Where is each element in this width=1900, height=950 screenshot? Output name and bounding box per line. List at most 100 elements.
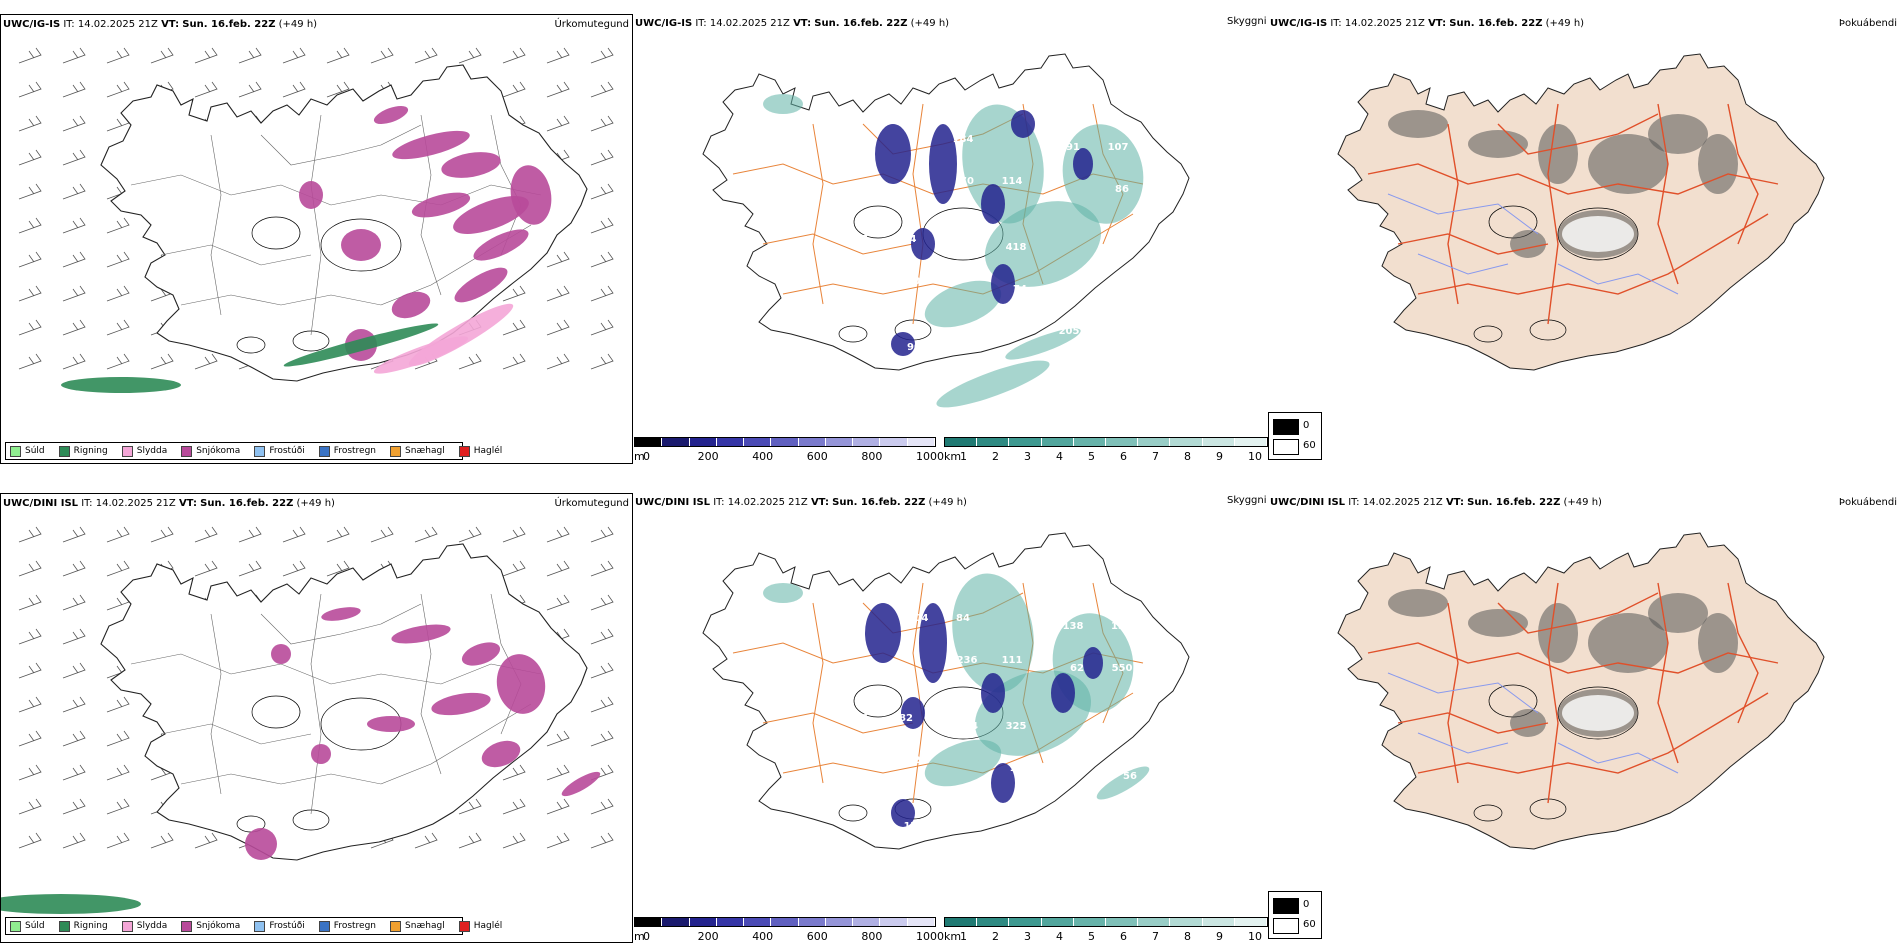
wind-barb xyxy=(546,798,570,815)
wind-barb xyxy=(458,798,482,815)
wind-barb xyxy=(590,115,614,132)
legend-swatch xyxy=(390,920,402,932)
iceland-coastline xyxy=(100,543,588,861)
low-visibility-area xyxy=(1005,328,1081,360)
colorbar-tick: 200 xyxy=(697,930,719,943)
low-visibility-area xyxy=(984,201,1102,287)
low-visibility-area xyxy=(1096,766,1150,800)
iceland xyxy=(100,543,588,861)
snow-depth-label: 99 xyxy=(1058,763,1072,774)
snow-area xyxy=(431,692,491,716)
colorbar-bin xyxy=(1009,918,1042,926)
lead-time: (+49 h) xyxy=(928,497,967,508)
river xyxy=(1417,253,1509,275)
precip-type-panel-0: UWC/IG-IS IT: 14.02.2025 21Z VT: Sun. 16… xyxy=(0,14,633,464)
colorbar-bin xyxy=(1234,438,1268,446)
fog-index-area xyxy=(1468,609,1528,637)
glacier-outline xyxy=(838,804,868,822)
wind-barb xyxy=(502,832,526,849)
wind-barb xyxy=(546,832,570,849)
wind-barb xyxy=(18,319,42,336)
colorbar-tick: 1 xyxy=(960,450,967,463)
fog-index-area xyxy=(1698,613,1738,673)
legend-label: Slydda xyxy=(136,446,168,456)
lead-time: (+49 h) xyxy=(910,18,950,29)
legend-item: Haglél xyxy=(458,920,503,932)
road xyxy=(420,593,442,775)
snow-area xyxy=(341,229,381,261)
snow-area xyxy=(461,642,501,666)
wind-barb xyxy=(546,594,570,611)
wind-barb xyxy=(546,353,570,370)
wind-barb xyxy=(590,594,614,611)
panel-title-1c: UWC/DINI ISL IT: 14.02.2025 21Z VT: Sun.… xyxy=(1270,497,1602,508)
fog-index-area xyxy=(1388,110,1448,138)
visibility-map: 92 104 101 114 142 107 172 109 125 470 184 418 205 86… xyxy=(702,53,1239,408)
wind-barb xyxy=(546,560,570,577)
colorbar-tick: 5 xyxy=(1088,450,1095,463)
road xyxy=(1727,582,1759,724)
glacier-outline xyxy=(292,809,330,831)
road xyxy=(1657,582,1679,764)
road xyxy=(1397,233,1549,255)
legend-item: Frostregn xyxy=(318,920,376,932)
legend-label: Haglél xyxy=(473,921,503,931)
lead-time: (+49 h) xyxy=(1563,497,1602,508)
fog-index-area xyxy=(1648,114,1708,154)
vt-label: VT: xyxy=(810,497,829,508)
colorbar-tick: 5 xyxy=(1088,930,1095,943)
road xyxy=(812,602,824,784)
legend-label: Rigning xyxy=(73,446,108,456)
snow-depth-label: 13 xyxy=(1111,621,1125,632)
wind-barb xyxy=(18,81,42,98)
wind-barb xyxy=(238,47,262,64)
vt-value: Sun. 16.feb. 22Z xyxy=(1449,18,1543,29)
fog-index-area xyxy=(1510,230,1546,258)
colorbar-bin xyxy=(907,438,935,446)
vt-label: VT: xyxy=(178,498,197,509)
wind-barb xyxy=(502,798,526,815)
wind-barb xyxy=(370,47,394,64)
wind-barb xyxy=(18,353,42,370)
vt-value: Sun. 16.feb. 22Z xyxy=(1467,497,1561,508)
colorbar-bin xyxy=(1009,438,1042,446)
snow-area xyxy=(496,654,546,714)
it-label: IT: xyxy=(1348,497,1360,508)
wind-barb xyxy=(238,526,262,543)
legend-label: Frostregn xyxy=(333,446,377,456)
low-visibility-area xyxy=(952,573,1034,693)
glacier-outline xyxy=(320,218,402,272)
road xyxy=(912,103,924,325)
legend-swatch xyxy=(254,445,266,457)
colorbar-bin xyxy=(907,918,935,926)
colorbar-tick: 9 xyxy=(1216,930,1223,943)
wind-barb xyxy=(62,730,86,747)
wind-barb xyxy=(62,183,86,200)
colorbar-unit: km xyxy=(944,930,962,943)
wind-barb xyxy=(414,47,438,64)
model-name: UWC/IG-IS xyxy=(1270,18,1328,29)
visibility-map: 7182951119913271448610284325297550432105… xyxy=(702,532,1243,850)
wind-barb xyxy=(62,47,86,64)
wind-barb xyxy=(590,47,614,64)
legend-label: Rigning xyxy=(73,921,108,931)
wind-barb xyxy=(238,81,262,98)
vt-label: VT: xyxy=(793,18,812,29)
snow-area xyxy=(373,105,409,125)
snow-depth-label: 418 xyxy=(1006,242,1027,253)
colorbar-tick: 800 xyxy=(861,450,883,463)
wind-barb xyxy=(150,526,174,543)
snow-area xyxy=(561,771,601,797)
wind-barb xyxy=(106,285,130,302)
snow-area xyxy=(481,740,521,768)
snow-depth-label: 126 xyxy=(1014,805,1035,816)
road xyxy=(180,224,532,306)
it-value: 14.02.2025 21Z xyxy=(727,497,808,508)
wind-barb xyxy=(18,730,42,747)
colorbar-bin xyxy=(1202,438,1235,446)
colorbar-bin xyxy=(662,918,690,926)
snow-depth-label: 13 xyxy=(1229,713,1243,724)
snow-area xyxy=(271,644,291,664)
iceland xyxy=(100,64,588,382)
legend-item: Frostúði xyxy=(254,445,305,457)
